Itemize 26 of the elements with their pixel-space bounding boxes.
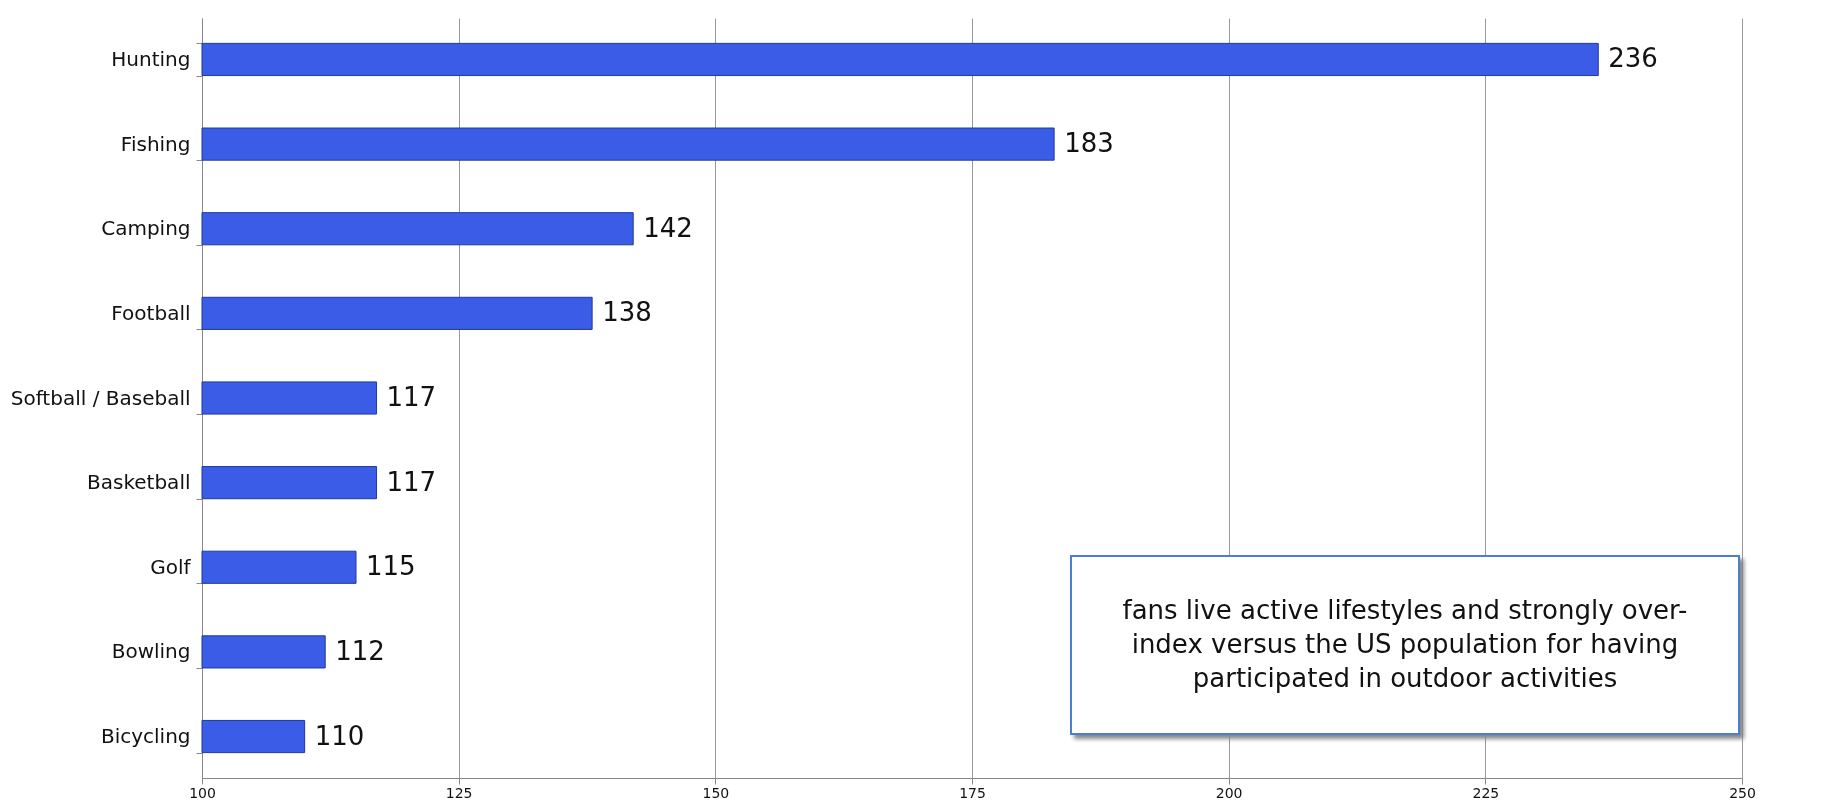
data-label: 117 [386, 382, 437, 412]
y-tick-label: Hunting [111, 46, 191, 71]
x-tick-label: 225 [1472, 784, 1500, 801]
data-label: 110 [314, 720, 365, 751]
y-tick-label: Golf [150, 554, 192, 579]
data-label: 183 [1064, 128, 1114, 159]
y-tick-label: Bowling [111, 639, 191, 664]
y-tick-label: Fishing [120, 131, 191, 156]
y-tick-label: Bicycling [100, 724, 191, 749]
y-tick-label: Football [111, 300, 191, 325]
data-label: 142 [643, 212, 693, 243]
data-label: 138 [602, 297, 652, 328]
x-tick-label: 250 [1729, 784, 1756, 801]
data-label: 117 [386, 466, 437, 497]
x-tick-label: 175 [959, 784, 986, 801]
text-box: fans live active lifestyles and strongly over-index versus the US population for having participated in outdoor activities [1070, 555, 1740, 735]
x-tick-label: 200 [1215, 784, 1243, 801]
data-label: 236 [1608, 43, 1658, 74]
data-label: 115 [366, 551, 416, 582]
x-tick-label: 150 [702, 784, 730, 801]
data-label: 112 [335, 635, 385, 666]
x-tick-label: 100 [189, 784, 216, 801]
y-tick-label: Softball / Baseball [10, 385, 191, 410]
x-tick-label: 125 [445, 784, 473, 801]
y-tick-label: Camping [101, 216, 191, 241]
y-tick-label: Basketball [87, 470, 191, 495]
